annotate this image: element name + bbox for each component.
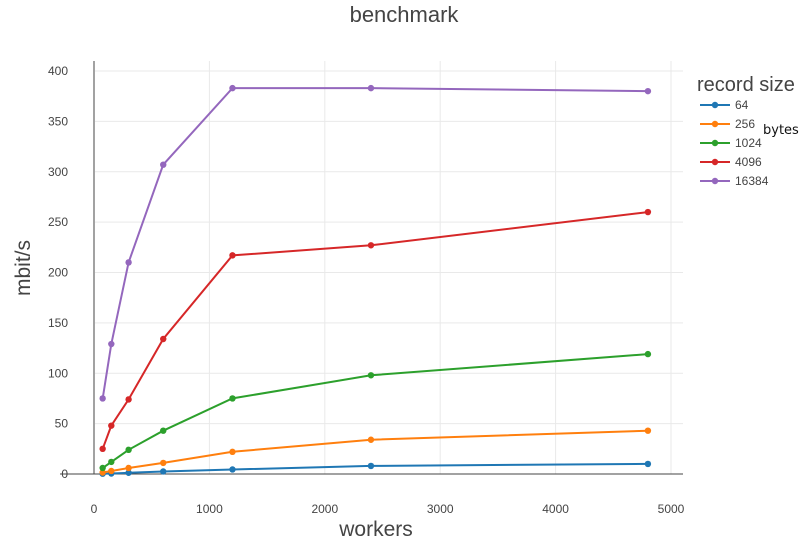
- x-axis-title: workers: [338, 518, 413, 541]
- data-point: [367, 242, 375, 249]
- legend-item-64[interactable]: 64: [700, 98, 749, 112]
- legend-marker: [711, 120, 719, 128]
- data-point: [108, 467, 115, 475]
- series-16384: [99, 84, 652, 402]
- data-point: [160, 161, 167, 168]
- data-point: [644, 87, 652, 95]
- series-4096: [99, 208, 652, 453]
- legend-marker: [711, 101, 719, 109]
- series-line-64: [102, 462, 648, 475]
- data-point: [644, 350, 652, 358]
- data-point: [229, 252, 236, 259]
- y-tick-label: 300: [48, 165, 68, 179]
- data-point: [644, 427, 652, 434]
- axes: 0 50 100 150 200 250 300 350 4000 1000 2000 3000 400…: [48, 61, 685, 516]
- y-tick-label: 150: [48, 316, 68, 330]
- legend-label: 4096: [735, 155, 762, 169]
- series-line-1024: [102, 353, 648, 469]
- grid: [95, 61, 683, 474]
- x-tick-label: 5000: [658, 502, 685, 516]
- data-point: [367, 462, 375, 470]
- series-layer: [99, 84, 652, 477]
- data-point: [99, 464, 106, 472]
- legend-items: 64 256 1024 4096 16384: [700, 98, 769, 188]
- x-tick-label: 0: [91, 502, 98, 516]
- data-point: [229, 84, 236, 92]
- series-line-16384: [101, 87, 648, 399]
- x-tick-label: 1000: [196, 502, 223, 516]
- data-point: [644, 208, 652, 216]
- data-point: [229, 448, 236, 456]
- legend-label: 256: [735, 117, 755, 131]
- x-tick-label: 4000: [542, 502, 569, 516]
- legend: record size bytes 64 256 1024 4096 16384: [697, 74, 799, 188]
- legend-item-16384[interactable]: 16384: [700, 174, 769, 188]
- legend-label: 16384: [735, 174, 769, 188]
- series-1024: [99, 350, 652, 472]
- data-point: [125, 259, 132, 266]
- data-point: [125, 469, 132, 476]
- y-tick-label: 100: [48, 366, 68, 380]
- legend-item-1024[interactable]: 1024: [700, 136, 762, 150]
- data-point: [108, 422, 115, 429]
- data-point: [229, 466, 236, 473]
- data-point: [108, 340, 115, 348]
- legend-item-256[interactable]: 256: [700, 117, 755, 131]
- chart-title: benchmark: [350, 2, 460, 27]
- series-line-4096: [101, 211, 649, 450]
- data-point: [367, 436, 375, 443]
- data-point: [160, 427, 167, 434]
- y-tick-label: 250: [48, 215, 68, 229]
- legend-marker: [711, 139, 719, 147]
- data-point: [160, 335, 167, 343]
- data-point: [99, 469, 106, 476]
- legend-label: 64: [735, 98, 749, 112]
- x-tick-label: 2000: [311, 502, 338, 516]
- data-point: [160, 468, 167, 475]
- data-point: [160, 459, 167, 467]
- data-point: [125, 464, 132, 472]
- y-tick-label: 50: [55, 417, 69, 431]
- legend-title: record size: [697, 74, 795, 96]
- y-tick-label: 350: [48, 114, 68, 128]
- legend-item-4096[interactable]: 4096: [700, 155, 762, 169]
- data-point: [125, 446, 132, 454]
- data-point: [125, 396, 132, 403]
- data-point: [99, 445, 106, 453]
- y-tick-label: 200: [48, 266, 68, 280]
- data-point: [367, 372, 375, 379]
- legend-label: 1024: [735, 136, 762, 150]
- x-tick-label: 3000: [427, 502, 454, 516]
- legend-marker: [711, 158, 719, 166]
- y-axis-title: mbit/s: [12, 240, 35, 296]
- data-point: [99, 395, 106, 402]
- data-point: [108, 458, 115, 466]
- data-point: [367, 84, 375, 92]
- series-256: [99, 427, 652, 476]
- data-point: [229, 395, 236, 402]
- legend-annotation: bytes: [763, 123, 799, 138]
- data-point: [644, 460, 652, 468]
- legend-marker: [711, 177, 719, 185]
- y-tick-label: 400: [48, 64, 68, 78]
